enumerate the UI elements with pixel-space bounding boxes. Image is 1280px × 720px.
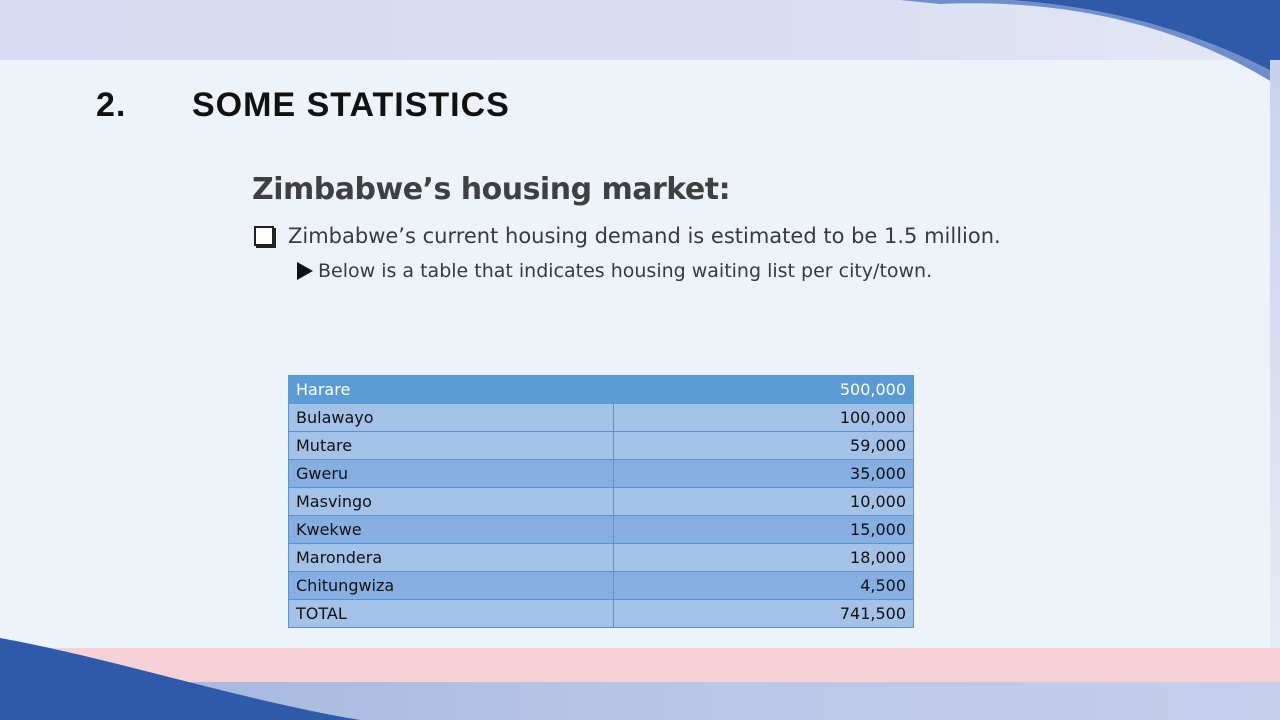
table-total-row: TOTAL 741,500 [288,599,914,628]
value-cell: 10,000 [613,487,914,516]
housing-waiting-list-table: Harare 500,000 Bulawayo 100,000 Mutare 5… [288,375,914,628]
value-cell: 18,000 [613,543,914,572]
value-cell: 741,500 [613,599,914,628]
right-edge-decoration [1270,60,1280,660]
slide-subtitle: Zimbabwe’s housing market: [252,172,731,207]
city-cell: Mutare [288,431,614,460]
section-title: SOME STATISTICS [192,86,510,124]
bottom-pink-band [0,648,1280,682]
table-row: Marondera 18,000 [288,543,914,572]
table-row: Bulawayo 100,000 [288,403,914,432]
table-row: Gweru 35,000 [288,459,914,488]
city-cell: TOTAL [288,599,614,628]
value-cell: 100,000 [613,403,914,432]
sub-bullet-text: Below is a table that indicates housing … [318,260,933,282]
table-row: Harare 500,000 [288,375,914,404]
bullet-item: Zimbabwe’s current housing demand is est… [254,224,1001,248]
sub-bullet-item: Below is a table that indicates housing … [297,260,932,282]
value-cell: 35,000 [613,459,914,488]
city-cell: Masvingo [288,487,614,516]
value-cell: 59,000 [613,431,914,460]
top-swoosh-decoration [900,0,1280,88]
bottom-swoosh-decoration [0,638,360,720]
city-cell: Kwekwe [288,515,614,544]
city-cell: Chitungwiza [288,571,614,600]
table-row: Mutare 59,000 [288,431,914,460]
city-cell: Bulawayo [288,403,614,432]
city-cell: Marondera [288,543,614,572]
table-row: Masvingo 10,000 [288,487,914,516]
top-decorative-band [0,0,1280,60]
bullet-text: Zimbabwe’s current housing demand is est… [288,224,1001,248]
city-cell: Gweru [288,459,614,488]
value-cell: 500,000 [613,375,914,404]
table-row: Kwekwe 15,000 [288,515,914,544]
value-cell: 4,500 [613,571,914,600]
triangle-icon [297,262,313,280]
table-row: Chitungwiza 4,500 [288,571,914,600]
value-cell: 15,000 [613,515,914,544]
checkbox-icon [254,226,274,246]
city-cell: Harare [288,375,614,404]
section-number: 2. [96,86,127,124]
